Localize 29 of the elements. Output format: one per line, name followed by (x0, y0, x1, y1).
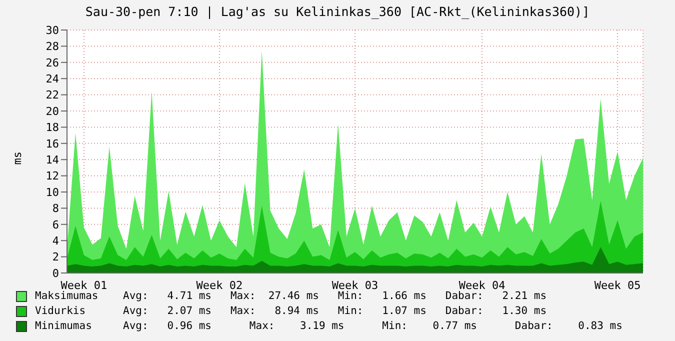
chart-title: Sau-30-pen 7:10 | Lag'as su Kelininkas_360 [AC-Rkt_(Kelininkas360)] (84, 4, 591, 19)
y-tick-label: 28 (46, 40, 59, 54)
y-tick-label: 18 (46, 121, 59, 134)
x-tick-label: Week 04 (458, 278, 506, 292)
x-tick-label: Week 05 (594, 278, 641, 292)
y-tick-label: 22 (46, 88, 59, 102)
x-tick-label: Week 03 (332, 278, 378, 292)
text: Avg: 0.96 ms Max: 3.19 ms Min: 0.77 ms Dabar: 0.83 ms (123, 319, 622, 334)
y-tick-label: 30 (46, 24, 59, 37)
text: Avg: 2.07 ms Max: 8.94 ms Min: 1.07 ms Dabar: 1.30 ms (123, 304, 547, 319)
y-tick-label: 4 (52, 234, 60, 248)
y-tick-label: 26 (46, 56, 59, 70)
y-axis-title: ms (10, 152, 24, 165)
legend-label: Maksimumas (35, 290, 100, 304)
y-tick-label: 2 (52, 250, 59, 264)
y-tick-label: 16 (46, 137, 59, 150)
y-tick-label: 12 (46, 170, 59, 183)
y-tick-label: 6 (52, 218, 59, 232)
legend-label: Vidurkis (35, 304, 87, 319)
legend-label: Minimumas (35, 319, 93, 334)
x-tick-label: Week 02 (196, 278, 243, 292)
y-tick-label: 0 (52, 266, 59, 280)
x-tick-label: Week 01 (60, 278, 108, 292)
y-tick-label: 24 (46, 72, 60, 86)
y-tick-label: 8 (52, 202, 59, 216)
y-tick-label: 10 (46, 186, 59, 199)
y-tick-label: 20 (46, 104, 59, 118)
y-tick-label: 14 (46, 154, 60, 167)
text: Avg: 4.71 ms Max: 27.46 ms Min: 1.66 ms Dabar: 2.21 ms (123, 290, 547, 304)
